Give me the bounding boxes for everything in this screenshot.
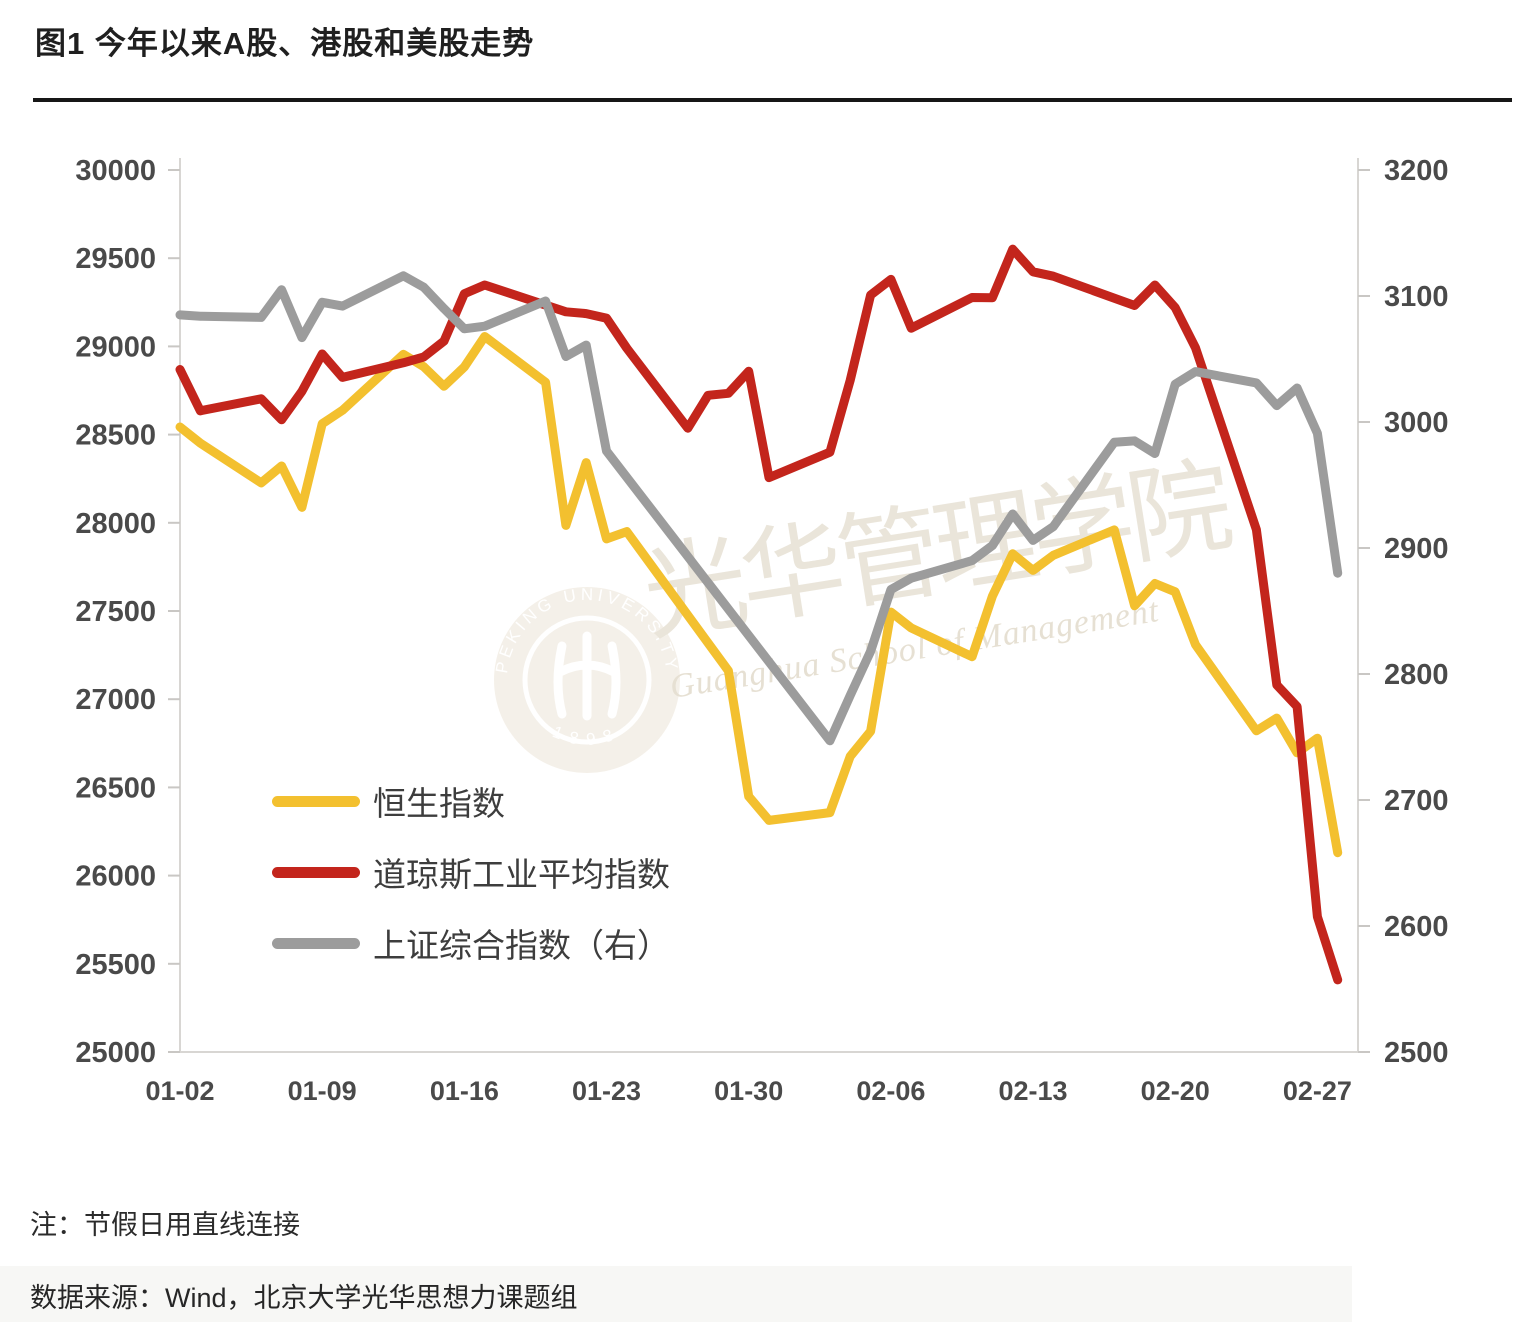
shanghai-composite-label: 上证综合指数（右）: [373, 929, 670, 965]
dow-jones-swatch: [272, 866, 360, 878]
x-axis-label: 01-30: [714, 1076, 783, 1106]
left-axis-tick-label: 26000: [75, 861, 156, 893]
legend-item-shanghai-composite: 上证综合指数（右）: [272, 919, 670, 967]
right-axis-tick-label: 2500: [1384, 1037, 1449, 1069]
x-axis-label: 01-16: [430, 1076, 499, 1106]
hang-seng-line: [175, 332, 1343, 858]
left-axis-tick-label: 30000: [75, 155, 156, 187]
data-source: 数据来源：Wind，北京大学光华思想力课题组: [30, 1283, 578, 1313]
hang-seng-swatch: [272, 795, 360, 807]
chart-note: 注：节假日用直线连接: [30, 1210, 300, 1240]
legend-item-dow-jones: 道琼斯工业平均指数: [272, 848, 670, 896]
source-band: [0, 1266, 1352, 1322]
x-axis-label: 01-02: [145, 1076, 214, 1106]
left-axis-tick-label: 28500: [75, 420, 156, 452]
left-axis-tick-label: 29500: [75, 243, 156, 275]
shanghai-composite-swatch: [272, 937, 360, 949]
left-axis-tick-label: 27500: [75, 596, 156, 628]
chart-legend: 恒生指数 道琼斯工业平均指数 上证综合指数（右）: [272, 777, 670, 967]
page-title: 图1 今年以来A股、港股和美股走势: [35, 26, 535, 61]
legend-item-hang-seng: 恒生指数: [272, 777, 670, 825]
right-axis-tick-label: 2700: [1384, 785, 1449, 817]
right-axis-tick-label: 3100: [1384, 281, 1449, 313]
seal-monogram: [553, 631, 621, 721]
right-axis-tick-label: 3200: [1384, 155, 1449, 187]
right-axis-tick-label: 2600: [1384, 911, 1449, 943]
shanghai-composite-line: [175, 271, 1343, 746]
left-axis-tick-label: 28000: [75, 508, 156, 540]
watermark: PEKING UNIVERSITY 1898 光华管理学院 Guanghua S…: [492, 449, 1237, 773]
title-divider: [33, 98, 1512, 102]
x-axis-label: 01-09: [288, 1076, 357, 1106]
dow-jones-line: [175, 244, 1343, 985]
right-axis-tick-label: 3000: [1384, 407, 1449, 439]
left-axis-tick-label: 27000: [75, 684, 156, 716]
stock-trend-chart: PEKING UNIVERSITY 1898 光华管理学院 Guanghua S…: [75, 155, 1449, 1106]
x-axis-label: 02-13: [999, 1076, 1068, 1106]
right-axis-tick-label: 2800: [1384, 659, 1449, 691]
x-axis-label: 02-27: [1283, 1076, 1352, 1106]
right-axis-tick-label: 2900: [1384, 533, 1449, 565]
x-axis-label: 01-23: [572, 1076, 641, 1106]
left-axis-tick-label: 25500: [75, 949, 156, 981]
dow-jones-label: 道琼斯工业平均指数: [373, 858, 670, 894]
seal-inner-ring: [522, 615, 652, 745]
left-axis-tick-label: 26500: [75, 772, 156, 804]
hang-seng-label: 恒生指数: [373, 787, 505, 823]
x-axis-label: 02-06: [856, 1076, 925, 1106]
left-axis-tick-label: 25000: [75, 1037, 156, 1069]
left-axis-tick-label: 29000: [75, 331, 156, 363]
x-axis-label: 02-20: [1141, 1076, 1210, 1106]
